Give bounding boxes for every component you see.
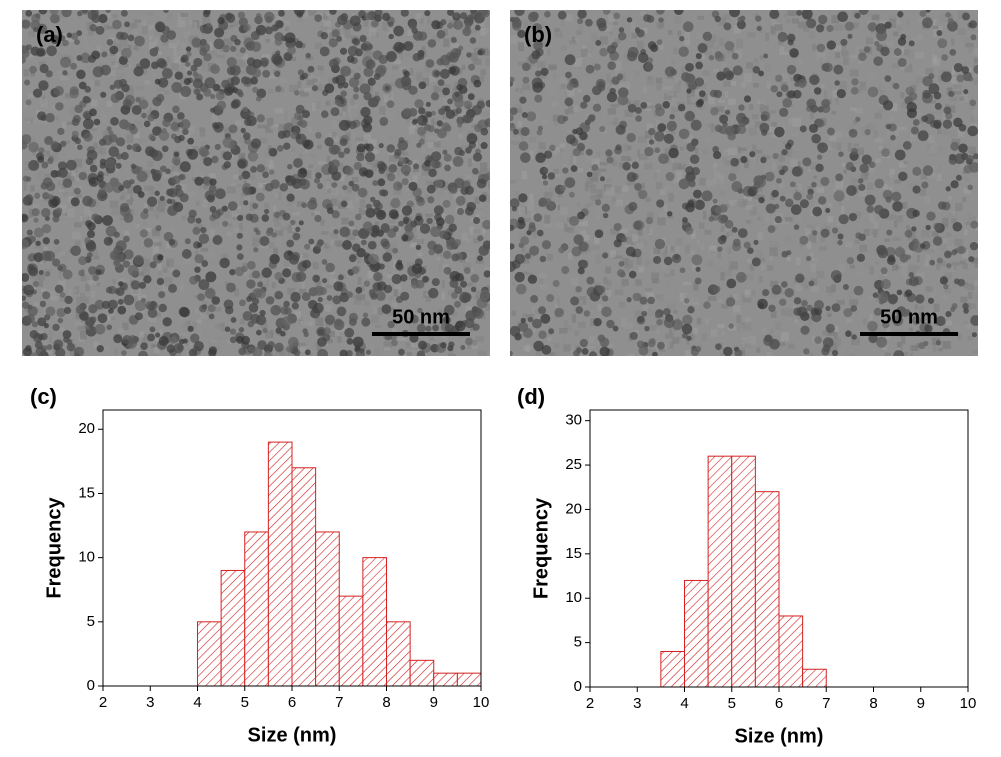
bar bbox=[708, 456, 732, 687]
bar bbox=[410, 660, 434, 686]
x-tick-label: 5 bbox=[241, 694, 249, 711]
bar bbox=[245, 532, 269, 686]
panel-label: (b) bbox=[524, 22, 552, 47]
bar bbox=[779, 616, 803, 687]
x-tick-label: 9 bbox=[430, 694, 438, 711]
y-tick-label: 25 bbox=[565, 456, 582, 473]
x-tick-label: 7 bbox=[335, 694, 343, 711]
y-tick-label: 15 bbox=[78, 484, 95, 501]
bar bbox=[803, 669, 827, 687]
x-tick-label: 8 bbox=[869, 695, 877, 712]
bar bbox=[363, 558, 387, 686]
bar bbox=[292, 468, 316, 686]
y-tick-label: 30 bbox=[565, 412, 582, 429]
bar bbox=[316, 532, 340, 686]
bar bbox=[685, 580, 709, 687]
x-tick-label: 10 bbox=[960, 695, 977, 712]
x-tick-label: 5 bbox=[728, 695, 736, 712]
x-tick-label: 6 bbox=[288, 694, 296, 711]
x-tick-label: 7 bbox=[822, 695, 830, 712]
y-tick-label: 10 bbox=[565, 589, 582, 606]
y-axis-title: Frequency bbox=[530, 497, 552, 599]
panel-label: (d) bbox=[517, 384, 545, 409]
y-tick-label: 10 bbox=[78, 549, 95, 566]
y-tick-label: 20 bbox=[78, 420, 95, 437]
x-tick-label: 8 bbox=[382, 694, 390, 711]
y-axis-title: Frequency bbox=[43, 497, 65, 599]
x-tick-label: 9 bbox=[917, 695, 925, 712]
x-tick-label: 2 bbox=[586, 695, 594, 712]
y-tick-label: 15 bbox=[565, 545, 582, 562]
y-tick-label: 0 bbox=[574, 678, 582, 695]
bar bbox=[434, 673, 458, 686]
x-tick-label: 3 bbox=[633, 695, 641, 712]
x-tick-label: 4 bbox=[193, 694, 201, 711]
y-tick-label: 5 bbox=[87, 613, 95, 630]
bar bbox=[268, 442, 292, 686]
x-tick-label: 3 bbox=[146, 694, 154, 711]
scale-bar-label: 50 nm bbox=[880, 306, 938, 328]
x-axis-title: Size (nm) bbox=[248, 724, 337, 746]
bar bbox=[457, 673, 481, 686]
bar bbox=[732, 456, 756, 687]
x-tick-label: 6 bbox=[775, 695, 783, 712]
x-tick-label: 2 bbox=[99, 694, 107, 711]
bar bbox=[198, 622, 222, 686]
bar bbox=[387, 622, 411, 686]
bar bbox=[221, 570, 245, 686]
x-tick-label: 10 bbox=[473, 694, 490, 711]
x-axis-title: Size (nm) bbox=[735, 725, 824, 747]
panel-label: (c) bbox=[30, 384, 57, 409]
y-tick-label: 20 bbox=[565, 500, 582, 517]
bar bbox=[755, 492, 779, 687]
bar bbox=[339, 596, 363, 686]
bar bbox=[661, 651, 685, 687]
y-tick-label: 5 bbox=[574, 634, 582, 651]
panel-label: (a) bbox=[36, 22, 63, 47]
x-tick-label: 4 bbox=[680, 695, 688, 712]
y-tick-label: 0 bbox=[87, 677, 95, 694]
scale-bar-label: 50 nm bbox=[392, 306, 450, 328]
